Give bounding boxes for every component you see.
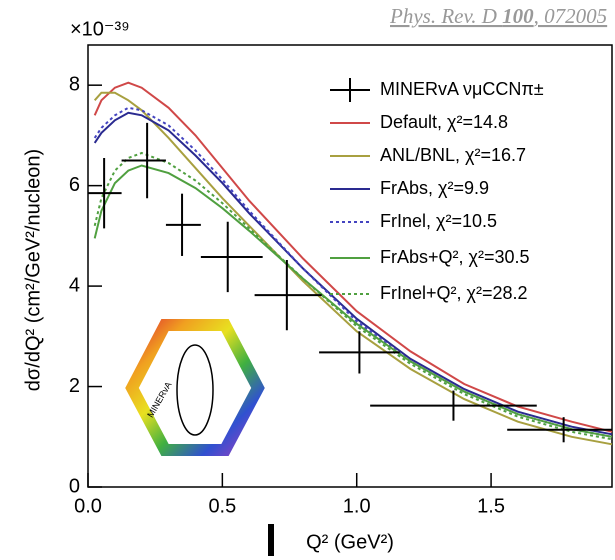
legend-label: FrAbs, χ²=9.9 <box>380 178 489 198</box>
y-tick-label: 8 <box>69 73 80 95</box>
x-tick-label: 0.0 <box>74 495 102 517</box>
y-axis-label: dσ/dQ² (cm²/GeV²/nucleon) <box>22 149 44 391</box>
legend-label: ANL/BNL, χ²=16.7 <box>380 145 526 165</box>
cursor-bar <box>268 524 274 556</box>
y-tick-label: 0 <box>69 475 80 497</box>
x-tick-label: 1.5 <box>477 495 505 517</box>
reference: Phys. Rev. D 100, 072005 <box>389 4 607 28</box>
x-tick-label: 0.5 <box>208 495 236 517</box>
model-curve <box>93 164 613 438</box>
logo-hexagon <box>125 319 265 456</box>
legend-label: FrAbs+Q², χ²=30.5 <box>380 247 530 267</box>
logo-figure <box>176 344 214 436</box>
logo: MINERvA <box>125 319 265 456</box>
x-axis-label: Q² (GeV²) <box>306 531 394 553</box>
pages: , 072005 <box>534 4 608 28</box>
plot-frame <box>87 44 613 488</box>
legend-label: FrInel+Q², χ²=28.2 <box>380 283 528 303</box>
x-tick-label: 1.0 <box>343 495 371 517</box>
model-curve <box>93 106 613 438</box>
y-tick-label: 2 <box>69 375 80 397</box>
logo-text: MINERvA <box>145 380 173 419</box>
legend: MINERvA νμCCNπ± Default, χ²=14.8 ANL/BNL, … <box>330 78 544 303</box>
volume: 100 <box>502 4 534 28</box>
multiplier: ×10⁻³⁹ <box>70 18 130 40</box>
journal: Phys. Rev. D <box>389 4 502 28</box>
legend-label: FrInel, χ²=10.5 <box>380 211 497 231</box>
model-curve <box>93 91 613 446</box>
y-tick-label: 6 <box>69 174 80 196</box>
model-curve <box>93 151 613 441</box>
y-tick-label: 4 <box>69 274 80 296</box>
model-curve <box>93 111 613 436</box>
legend-label: Default, χ²=14.8 <box>380 112 508 132</box>
model-curve <box>93 81 613 433</box>
legend-label: MINERvA νμCCNπ± <box>380 79 544 99</box>
